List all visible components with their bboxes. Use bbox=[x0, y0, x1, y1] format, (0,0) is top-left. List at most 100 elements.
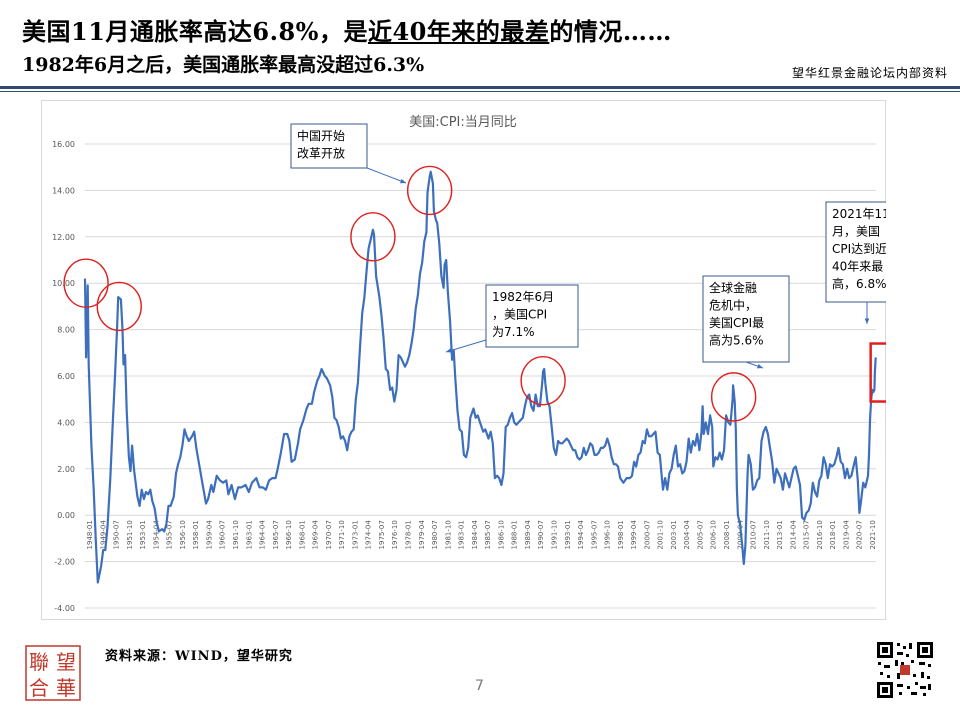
annotation-arrowhead bbox=[757, 363, 763, 369]
x-tick-label: 1993-01 bbox=[564, 520, 572, 549]
logo-glyph: 合 bbox=[29, 676, 49, 700]
annotation-box bbox=[485, 284, 579, 348]
x-tick-label: 1966-10 bbox=[285, 520, 293, 549]
page-subtitle: 1982年6月之后，美国通胀率最高没超过6.3% bbox=[22, 54, 425, 76]
x-tick-label: 1999-04 bbox=[630, 520, 638, 550]
x-tick-label: 1959-04 bbox=[205, 520, 213, 550]
x-tick-label: 2015-07 bbox=[803, 520, 811, 549]
annotation-arrowhead bbox=[864, 318, 870, 324]
annotation-text: 为7.1% bbox=[492, 325, 535, 339]
x-tick-label: 1958-01 bbox=[192, 520, 200, 549]
header-divider-thin bbox=[0, 91, 960, 92]
latest-value-highlight-box bbox=[869, 342, 886, 403]
x-tick-label: 1949-04 bbox=[99, 520, 107, 550]
x-tick-label: 1964-04 bbox=[259, 520, 267, 550]
x-tick-label: 1981-10 bbox=[444, 520, 452, 549]
x-tick-label: 1986-10 bbox=[497, 520, 505, 549]
x-tick-label: 1978-01 bbox=[405, 520, 413, 549]
annotation-text: 2021年11 bbox=[832, 207, 886, 221]
annotation-text: 美国CPI最 bbox=[709, 316, 764, 330]
annotation-text: ，美国CPI bbox=[492, 308, 547, 322]
x-tick-label: 1984-04 bbox=[471, 520, 479, 550]
x-tick-label: 1990-07 bbox=[537, 520, 545, 549]
x-tick-label: 2006-10 bbox=[710, 520, 718, 549]
x-tick-label: 1965-07 bbox=[272, 520, 280, 549]
x-tick-label: 2000-07 bbox=[643, 520, 651, 549]
x-tick-label: 2011-10 bbox=[763, 520, 771, 549]
x-tick-label: 2001-10 bbox=[657, 520, 665, 549]
x-tick-label: 2020-07 bbox=[856, 520, 864, 549]
annotation-text: 40年来最 bbox=[832, 260, 883, 274]
x-tick-label: 2018-01 bbox=[829, 520, 837, 549]
x-tick-label: 2008-01 bbox=[723, 520, 731, 549]
x-tick-label: 1950-07 bbox=[113, 520, 121, 549]
x-tick-label: 1970-07 bbox=[325, 520, 333, 549]
org-source-label: 望华红景金融论坛内部资料 bbox=[791, 66, 948, 80]
logo-glyph: 聯 bbox=[29, 650, 49, 674]
x-tick-label: 1983-01 bbox=[458, 520, 466, 549]
annotation-text: 月，美国 bbox=[832, 225, 880, 239]
annotation-text: 危机中， bbox=[709, 298, 757, 313]
x-tick-label: 1954-04 bbox=[152, 520, 160, 550]
x-tick-label: 1948-01 bbox=[86, 520, 94, 549]
x-tick-label: 1975-07 bbox=[378, 520, 386, 549]
x-tick-label: 1996-10 bbox=[604, 520, 612, 549]
x-tick-label: 1955-07 bbox=[166, 520, 174, 549]
annotation-text: 1982年6月 bbox=[492, 290, 554, 304]
x-tick-label: 1988-01 bbox=[511, 520, 519, 549]
x-tick-label: 1969-04 bbox=[312, 520, 320, 550]
logo-glyph: 華 bbox=[56, 676, 76, 700]
x-tick-label: 1985-07 bbox=[484, 520, 492, 549]
x-tick-label: 2010-07 bbox=[750, 520, 758, 549]
x-tick-label: 1968-01 bbox=[298, 520, 306, 549]
chart-frame bbox=[41, 100, 886, 620]
peak-highlight-circle bbox=[520, 355, 566, 406]
x-tick-label: 1956-10 bbox=[179, 520, 187, 549]
chart-title: 美国:CPI:当月同比 bbox=[409, 115, 517, 130]
cpi-series-line bbox=[83, 170, 877, 584]
x-tick-label: 1976-10 bbox=[391, 520, 399, 549]
peak-highlight-circle bbox=[63, 258, 109, 308]
y-tick-label: 4.00 bbox=[57, 418, 75, 427]
x-tick-label: 1953-01 bbox=[139, 520, 147, 549]
lianhe-wanghua-logo: 聯 望 合 華 bbox=[25, 645, 81, 701]
annotation-box bbox=[702, 275, 790, 363]
x-tick-label: 2014-04 bbox=[789, 520, 797, 550]
x-tick-label: 2019-04 bbox=[842, 520, 850, 550]
x-tick-label: 2016-10 bbox=[816, 520, 824, 549]
x-tick-label: 1989-04 bbox=[524, 520, 532, 550]
qr-code-icon bbox=[875, 640, 935, 700]
logo-glyph: 望 bbox=[56, 650, 76, 674]
annotation-box bbox=[290, 123, 368, 169]
x-tick-label: 2003-01 bbox=[670, 520, 678, 549]
x-tick-label: 1980-07 bbox=[431, 520, 439, 549]
x-tick-label: 2013-01 bbox=[776, 520, 784, 549]
annotation-text: 全球金融 bbox=[709, 280, 757, 295]
x-tick-label: 1961-10 bbox=[232, 520, 240, 549]
peak-highlight-circle bbox=[96, 281, 142, 332]
x-tick-label: 1979-04 bbox=[418, 520, 426, 550]
page-title: 美国11月通胀率高达6.8%，是近40年来的最差的情况…… bbox=[22, 17, 672, 46]
peak-highlight-circle bbox=[710, 372, 757, 422]
y-tick-label: 14.00 bbox=[52, 186, 75, 195]
x-tick-label: 2005-07 bbox=[696, 520, 704, 549]
annotation-box bbox=[825, 201, 886, 303]
y-tick-label: 2.00 bbox=[57, 465, 75, 474]
x-tick-label: 1963-01 bbox=[245, 520, 253, 549]
peak-highlight-circle bbox=[350, 212, 396, 262]
annotation-arrow bbox=[366, 167, 407, 184]
x-tick-label: 1998-01 bbox=[617, 520, 625, 549]
x-tick-label: 2004-04 bbox=[683, 520, 691, 550]
y-tick-label: 16.00 bbox=[52, 140, 75, 149]
annotation-arrowhead bbox=[446, 348, 452, 353]
annotation-arrow bbox=[445, 339, 487, 353]
x-tick-label: 1995-07 bbox=[590, 520, 598, 549]
header-divider bbox=[0, 86, 960, 89]
title-underlined-phrase: 近40年来的最差 bbox=[367, 17, 550, 46]
annotation-arrowhead bbox=[400, 178, 406, 184]
y-tick-label: 12.00 bbox=[52, 233, 75, 242]
annotation-text: 高为5.6% bbox=[709, 333, 764, 348]
page-number: 7 bbox=[475, 678, 484, 694]
x-tick-label: 1973-01 bbox=[351, 520, 359, 549]
peak-highlight-circle bbox=[406, 165, 453, 216]
